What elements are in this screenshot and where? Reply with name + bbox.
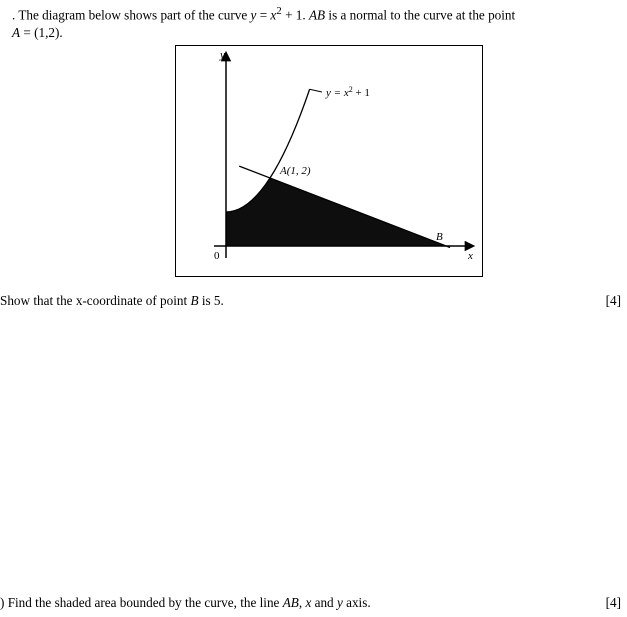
part-ii-mid2: and <box>311 595 337 610</box>
part-ii-marks: [4] <box>606 594 621 612</box>
intro-A: A <box>12 25 20 40</box>
part-i-pre: Show that the x-coordinate of point <box>0 293 190 308</box>
intro-line2-post: = (1,2). <box>20 25 63 40</box>
question-intro: . The diagram below shows part of the cu… <box>12 4 624 42</box>
intro-AB: AB <box>309 7 325 22</box>
part-i-B: B <box>190 293 198 308</box>
part-i-post: is 5. <box>199 293 224 308</box>
page: . The diagram below shows part of the cu… <box>0 0 627 617</box>
intro-prefix: . The diagram below shows part of the cu… <box>12 7 251 22</box>
eq-tail: + 1. <box>282 7 309 22</box>
shaded-region <box>226 178 446 246</box>
curve-label-pointer <box>310 89 322 92</box>
diagram-frame: y x 0 y = x2 + 1 A(1, 2) B <box>175 45 483 277</box>
part-ii-post: axis. <box>343 595 371 610</box>
part-ii-AB: AB <box>283 595 299 610</box>
intro-mid: is a normal to the curve at the point <box>325 7 515 22</box>
curve-label: y = x2 + 1 <box>325 85 370 99</box>
diagram-svg: y x 0 y = x2 + 1 A(1, 2) B <box>176 46 482 276</box>
axis-x-label: x <box>467 250 473 262</box>
eq-eq: = <box>256 7 270 22</box>
axis-y-label: y <box>219 49 225 61</box>
point-A-label: A(1, 2) <box>279 165 311 177</box>
part-ii-pre: ) Find the shaded area bounded by the cu… <box>0 595 283 610</box>
point-B-label: B <box>436 231 443 243</box>
origin-label: 0 <box>214 250 220 262</box>
part-i-text: Show that the x-coordinate of point B is… <box>0 292 224 310</box>
part-i-marks: [4] <box>606 292 621 310</box>
part-ii-text: ) Find the shaded area bounded by the cu… <box>0 594 371 612</box>
